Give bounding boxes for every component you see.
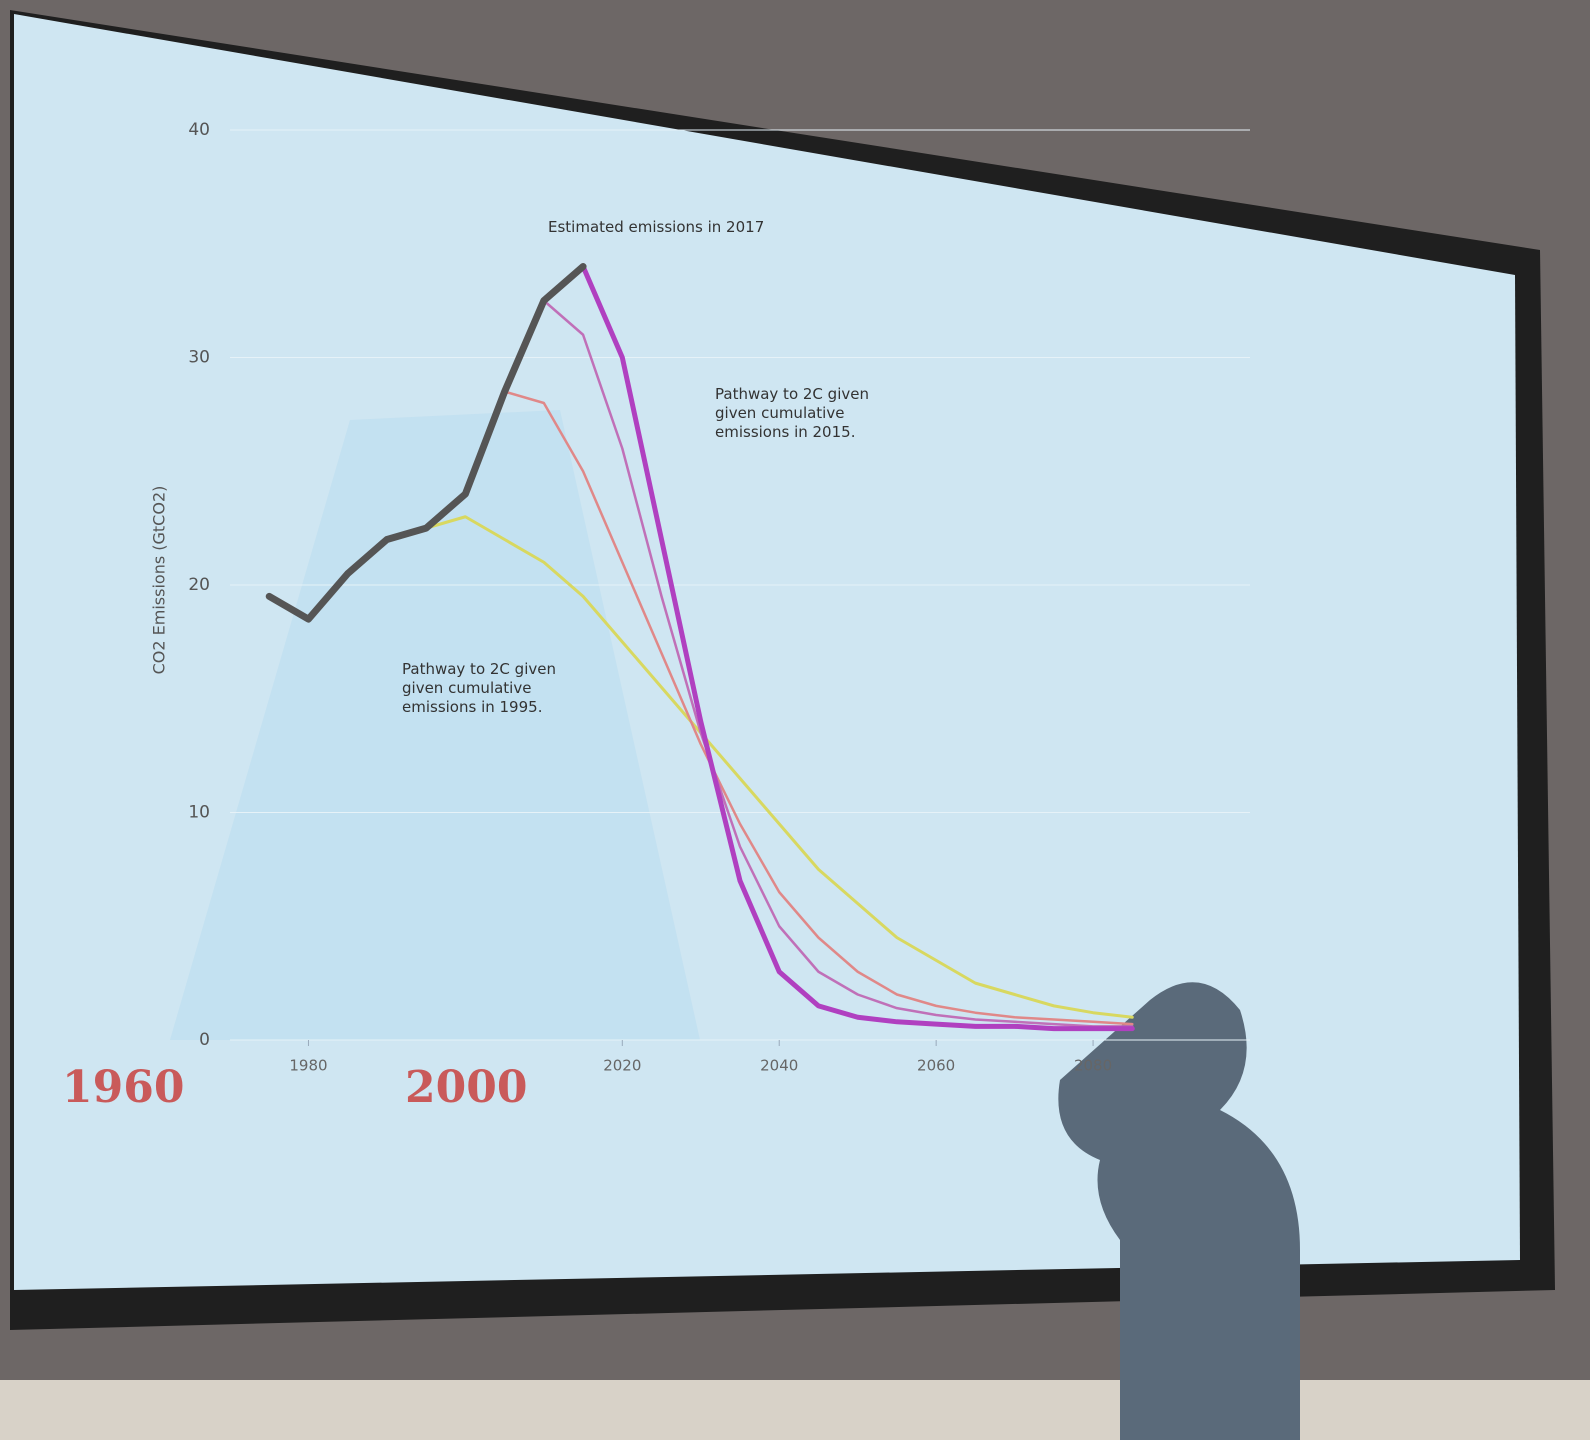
overlay-label: 1960 — [62, 1062, 185, 1113]
y-tick-label: 40 — [188, 120, 210, 140]
y-axis-label: CO2 Emissions (GtCO2) — [150, 486, 169, 675]
table — [0, 1380, 1590, 1440]
overlay-label: 2000 — [405, 1062, 528, 1113]
annotation: Pathway to 2C given given cumulative emi… — [402, 660, 556, 716]
y-tick-label: 0 — [199, 1030, 210, 1050]
x-tick-label: 2060 — [917, 1057, 955, 1075]
series-line — [542, 299, 1134, 1028]
x-tick-label: 1980 — [289, 1057, 327, 1075]
series-line — [265, 263, 587, 623]
x-tick-label: 2020 — [603, 1057, 641, 1075]
y-tick-label: 10 — [188, 803, 210, 823]
annotation: Pathway to 2C given given cumulative emi… — [715, 385, 869, 441]
backdrop — [170, 410, 700, 1040]
annotation: Estimated emissions in 2017 — [548, 218, 765, 236]
x-tick-label: 2040 — [760, 1057, 798, 1075]
y-tick-label: 30 — [188, 348, 210, 368]
series-line — [580, 264, 1135, 1032]
series-line — [503, 390, 1134, 1026]
plot: 0 10 20 30 40 1980 2020 2040 2060 2080 — [188, 120, 1250, 1075]
series-line — [424, 515, 1134, 1019]
presenter — [1058, 982, 1300, 1440]
x-tick-label: 2080 — [1074, 1057, 1112, 1075]
y-tick-label: 20 — [188, 575, 210, 595]
